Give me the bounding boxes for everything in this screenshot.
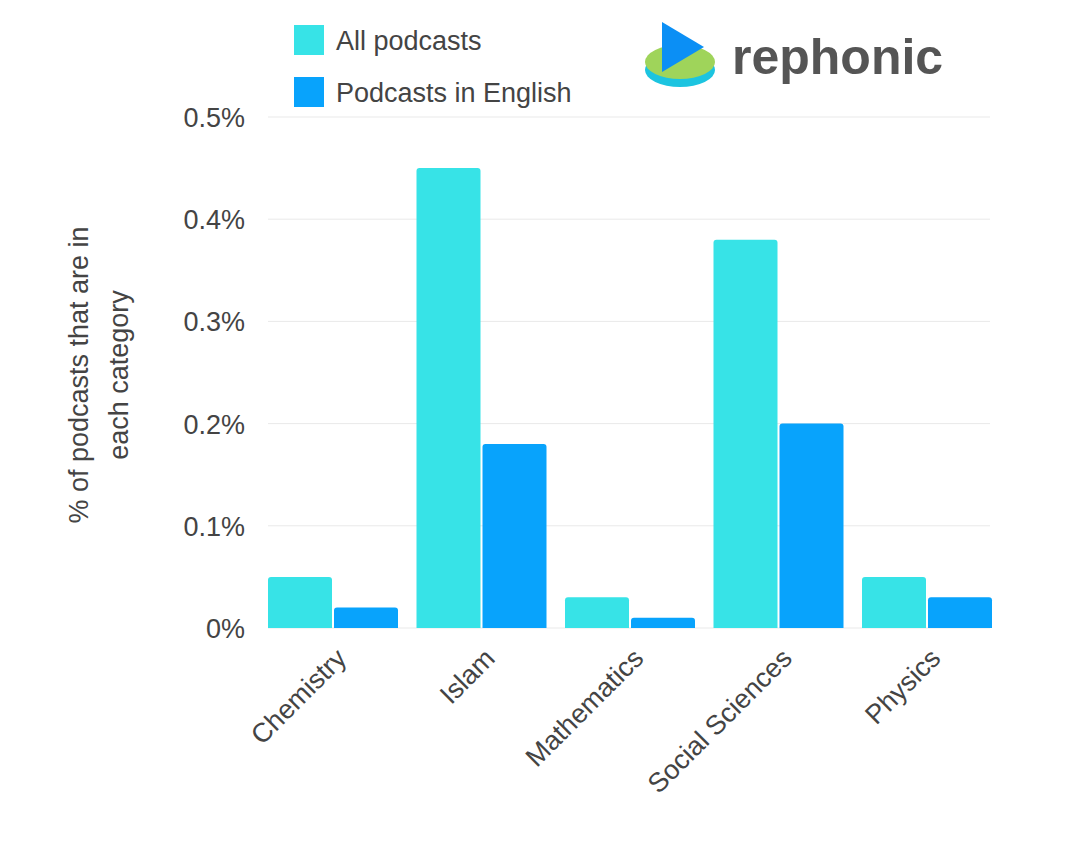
legend-swatch [294,77,324,107]
grid-line [268,321,990,322]
bar [417,168,481,628]
bar [334,608,398,628]
y-axis-label: % of podcasts that are ineach category [64,226,134,523]
bar [714,240,778,628]
y-tick-label: 0% [206,614,245,644]
bar [268,577,332,628]
bar [928,597,992,628]
y-tick-label: 0.2% [183,410,245,440]
x-tick-label: Islam [434,643,501,710]
grid-line [268,525,990,526]
grid-line [268,117,990,118]
bar [631,618,695,628]
y-tick-label: 0.5% [183,103,245,133]
bars [268,168,992,628]
logo-text: rephonic [732,29,943,85]
chart-root: 0% 0.1% 0.2% 0.3% 0.4% 0.5% % of podcasts that… [0,0,1080,850]
x-tick-label: Physics [859,643,946,730]
chart-svg: 0% 0.1% 0.2% 0.3% 0.4% 0.5% % of podcasts that… [0,0,1080,850]
legend-label: All podcasts [336,26,482,56]
bar [780,424,844,628]
y-tick-label: 0.3% [183,307,245,337]
legend-swatch [294,25,324,55]
grid-line [268,423,990,424]
legend-label: Podcasts in English [336,78,572,108]
grid-line [268,219,990,220]
x-tick-label: Chemistry [245,643,352,750]
x-tick-label: Mathematics [520,643,649,772]
logo [645,22,715,87]
bar [565,597,629,628]
y-tick-label: 0.1% [183,512,245,542]
x-tick-label: Social Sciences [642,643,798,799]
bar [483,444,547,628]
bar [862,577,926,628]
y-tick-label: 0.4% [183,205,245,235]
